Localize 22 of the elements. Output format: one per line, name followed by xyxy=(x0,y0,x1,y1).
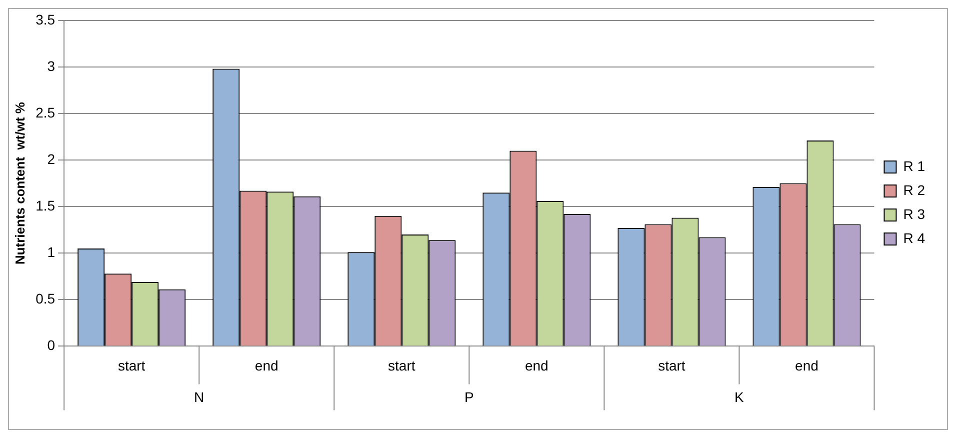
y-axis-title: Nutrients content wt/wt % xyxy=(12,102,28,265)
y-tick-label: 0 xyxy=(47,337,56,354)
x-tick-label: start xyxy=(388,357,416,374)
legend-label: R 3 xyxy=(903,206,926,222)
x-tick-label: end xyxy=(254,357,278,374)
text: K xyxy=(734,389,745,406)
y-tick-label: 3 xyxy=(47,58,56,74)
legend-label: R 2 xyxy=(903,182,926,198)
text: N xyxy=(194,389,204,406)
y-tick-label: 1.5 xyxy=(36,197,56,214)
y-tick-label: 3.5 xyxy=(36,11,56,28)
text: P xyxy=(464,389,474,406)
y-tick-label: 1 xyxy=(47,244,56,260)
x-tick-label: end xyxy=(524,357,548,374)
legend-label: R 4 xyxy=(903,230,926,246)
y-tick-label: 2 xyxy=(47,150,56,167)
x-tick-label: start xyxy=(658,357,686,374)
legend-label: R 1 xyxy=(903,158,926,174)
y-tick-label: 2.5 xyxy=(36,104,56,120)
y-tick-label: 0.5 xyxy=(36,290,56,307)
x-tick-label: end xyxy=(795,357,818,374)
x-tick-label: start xyxy=(118,357,146,374)
